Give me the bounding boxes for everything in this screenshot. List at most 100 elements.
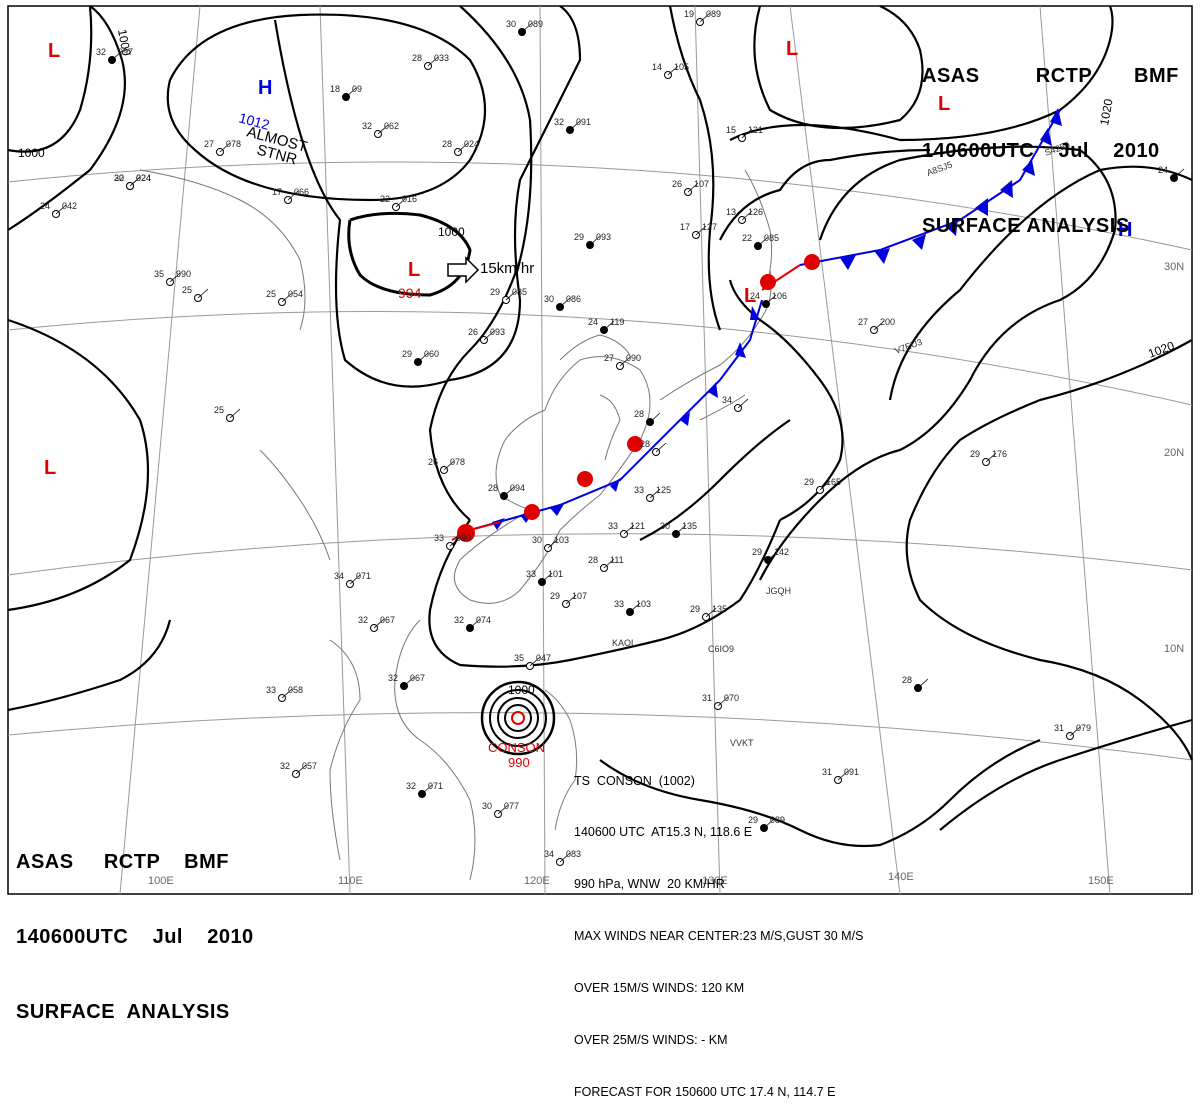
- station-wind-barb: [655, 442, 667, 453]
- station-temperature: 22: [380, 194, 390, 204]
- station-pressure: 126: [748, 207, 763, 217]
- station-plot: 28: [902, 675, 929, 692]
- low-symbol: L: [48, 40, 60, 62]
- storm-info-line: 140600 UTC AT15.3 N, 118.6 E: [574, 825, 753, 840]
- station-wind-barb: [767, 550, 779, 561]
- station-temperature: 24: [588, 317, 598, 327]
- station-wind-barb: [529, 656, 541, 667]
- graticule: [7, 5, 1193, 895]
- station-wind-barb: [229, 408, 241, 419]
- station-temperature: 32: [280, 761, 290, 771]
- low-symbol: L: [938, 93, 950, 115]
- station-wind-barb: [287, 190, 299, 201]
- station-code: KAOL: [612, 638, 636, 648]
- station-temperature: 33: [614, 599, 624, 609]
- station-temperature: 24: [750, 291, 760, 301]
- station-plot: 34 071: [334, 571, 371, 588]
- station-plot: 32 091: [554, 117, 591, 134]
- station-wind-barb: [503, 486, 515, 497]
- station-temperature: 34: [334, 571, 344, 581]
- station-pressure: 107: [694, 179, 709, 189]
- isobar-label: 1000: [508, 683, 535, 697]
- station-temperature: 28: [412, 53, 422, 63]
- storm-info-line: 990 hPa, WNW 20 KM/HR: [574, 877, 725, 892]
- station-temperature: 32: [454, 615, 464, 625]
- station-wind-barb: [695, 225, 707, 236]
- station-wind-barb: [717, 696, 729, 707]
- station-wind-barb: [763, 818, 775, 829]
- map-border: [7, 5, 1193, 895]
- station-wind-barb: [741, 210, 753, 221]
- header-line: ASAS RCTP BMF: [922, 65, 1179, 87]
- station-plot: 29 085: [490, 287, 527, 304]
- station-temperature: 25: [182, 285, 192, 295]
- header-top: ASAS RCTP BMF 140600UTC Jul 2010 SURFACE…: [922, 14, 1179, 264]
- station-wind-barb: [373, 618, 385, 629]
- station-plot: 27 090: [604, 353, 641, 370]
- station-temperature: 28: [588, 555, 598, 565]
- station-wind-barb: [169, 272, 181, 283]
- station-plot: 24 119: [588, 317, 624, 334]
- header-line: 140600UTC Jul 2010: [16, 926, 254, 948]
- station-pressure: 058: [288, 685, 303, 695]
- station-plot: 27 200: [858, 317, 895, 334]
- station-temperature: 29: [574, 232, 584, 242]
- isobar-label: 1000: [438, 225, 465, 239]
- station-wind-barb: [623, 524, 635, 535]
- station-pressure: 079: [1076, 723, 1091, 733]
- storm-info-line: MAX WINDS NEAR CENTER:23 M/S,GUST 30 M/S: [574, 929, 864, 944]
- station-temperature: 32: [554, 117, 564, 127]
- header-line: ASAS RCTP BMF: [16, 851, 229, 873]
- station-pressure: 093: [596, 232, 611, 242]
- station-wind-barb: [377, 124, 389, 135]
- station-wind-barb: [837, 770, 849, 781]
- station-temperature: 30: [482, 801, 492, 811]
- station-pressure: 077: [504, 801, 519, 811]
- latitude-label: 10N: [1164, 643, 1184, 655]
- station-temperature: 29: [804, 477, 814, 487]
- station-pressure: 135: [712, 604, 727, 614]
- station-plot: 27 078: [204, 139, 241, 156]
- station-wind-barb: [403, 676, 415, 687]
- station-pressure: 089: [770, 815, 785, 825]
- station-plot: 22 085: [742, 233, 779, 250]
- station-temperature: 31: [702, 693, 712, 703]
- station-temperature: 25: [214, 405, 224, 415]
- station-temperature: 17: [680, 222, 690, 232]
- header-bottom: ASAS RCTP BMF 140600UTC Jul 2010 SURFACE…: [16, 800, 254, 1050]
- station-plot: 14 105: [652, 62, 689, 79]
- station-plot: 18 09: [330, 84, 362, 101]
- station-plot: 30 135: [660, 521, 697, 538]
- longitude-label: 140E: [888, 871, 914, 883]
- low-motion-label: 15km/hr: [480, 260, 534, 277]
- station-plot: 33 103: [614, 599, 651, 616]
- station-temperature: 19: [684, 9, 694, 19]
- station-temperature: 29: [690, 604, 700, 614]
- station-pressure: 135: [682, 521, 697, 531]
- station-wind-barb: [649, 412, 661, 423]
- station-wind-barb: [197, 288, 209, 299]
- station-plot: 29 165: [804, 477, 841, 494]
- longitude-label: 110E: [338, 875, 363, 887]
- station-pressure: 990: [176, 269, 191, 279]
- station-temperature: 26: [672, 179, 682, 189]
- station-plot: 34: [722, 395, 749, 412]
- station-temperature: 32: [406, 781, 416, 791]
- storm-info-line: TS CONSON (1002): [574, 773, 695, 788]
- station-plot: 35 047: [514, 653, 551, 670]
- low-symbol: L: [744, 285, 756, 307]
- isobar-labels: 1000 1000 1000 1000 1020 1020: [18, 28, 1176, 697]
- station-temperature: 29: [970, 449, 980, 459]
- station-temperature: 30: [506, 19, 516, 29]
- isobar-label: 1020: [1097, 97, 1115, 126]
- station-temperature: 32: [362, 121, 372, 131]
- station-temperature: 30: [544, 294, 554, 304]
- station-code: C6IO9: [708, 644, 734, 654]
- low-symbol: L: [408, 259, 420, 281]
- station-plot: 33 101: [526, 569, 563, 586]
- station-pressure: 121: [748, 125, 763, 135]
- station-wind-barb: [603, 320, 615, 331]
- station-wind-barb: [559, 297, 571, 308]
- station-pressure: 024: [136, 173, 151, 183]
- weather-map: L L L L L L H H 1012 ALMOST STNR 994 15k…: [7, 5, 1194, 895]
